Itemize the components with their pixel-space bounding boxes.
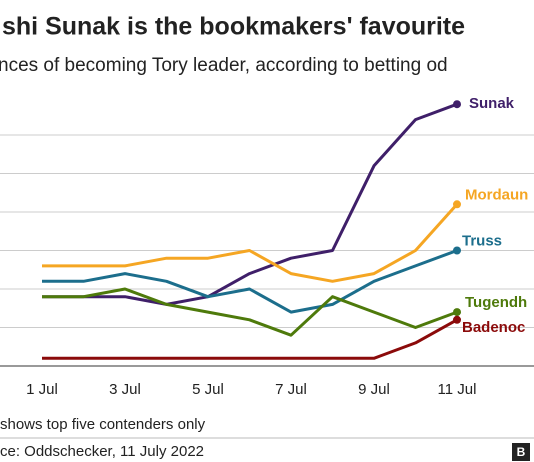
end-point: [453, 100, 461, 109]
end-point: [453, 308, 461, 317]
series-line: [42, 249, 458, 314]
x-tick-label: 1 Jul: [26, 381, 58, 398]
series-label: Mordaun: [465, 186, 528, 203]
note: shows top five contenders only: [0, 416, 206, 433]
end-point: [453, 315, 461, 324]
series-label: Tugendh: [465, 294, 527, 311]
x-tick-label: 7 Jul: [275, 381, 307, 398]
x-tick-label: 11 Jul: [438, 381, 477, 398]
source: ce: Oddschecker, 11 July 2022: [0, 443, 204, 460]
chart-subtitle: nces of becoming Tory leader, according …: [0, 55, 448, 76]
x-tick-label: 9 Jul: [358, 381, 390, 398]
series-line: [42, 102, 458, 306]
series-line: [42, 203, 459, 283]
x-tick-label: 3 Jul: [109, 381, 141, 398]
end-point: [453, 200, 461, 209]
series-label: Badenoc: [462, 319, 525, 336]
series-label: Sunak: [469, 95, 515, 112]
series-line: [42, 287, 458, 337]
logo: B: [517, 445, 526, 459]
logo-box: [512, 443, 530, 461]
end-point: [453, 246, 461, 255]
x-tick-label: 5 Jul: [192, 381, 224, 398]
series-label: Truss: [462, 232, 502, 249]
series-line: [42, 318, 458, 360]
chart-title: shi Sunak is the bookmakers' favourite: [2, 13, 465, 41]
